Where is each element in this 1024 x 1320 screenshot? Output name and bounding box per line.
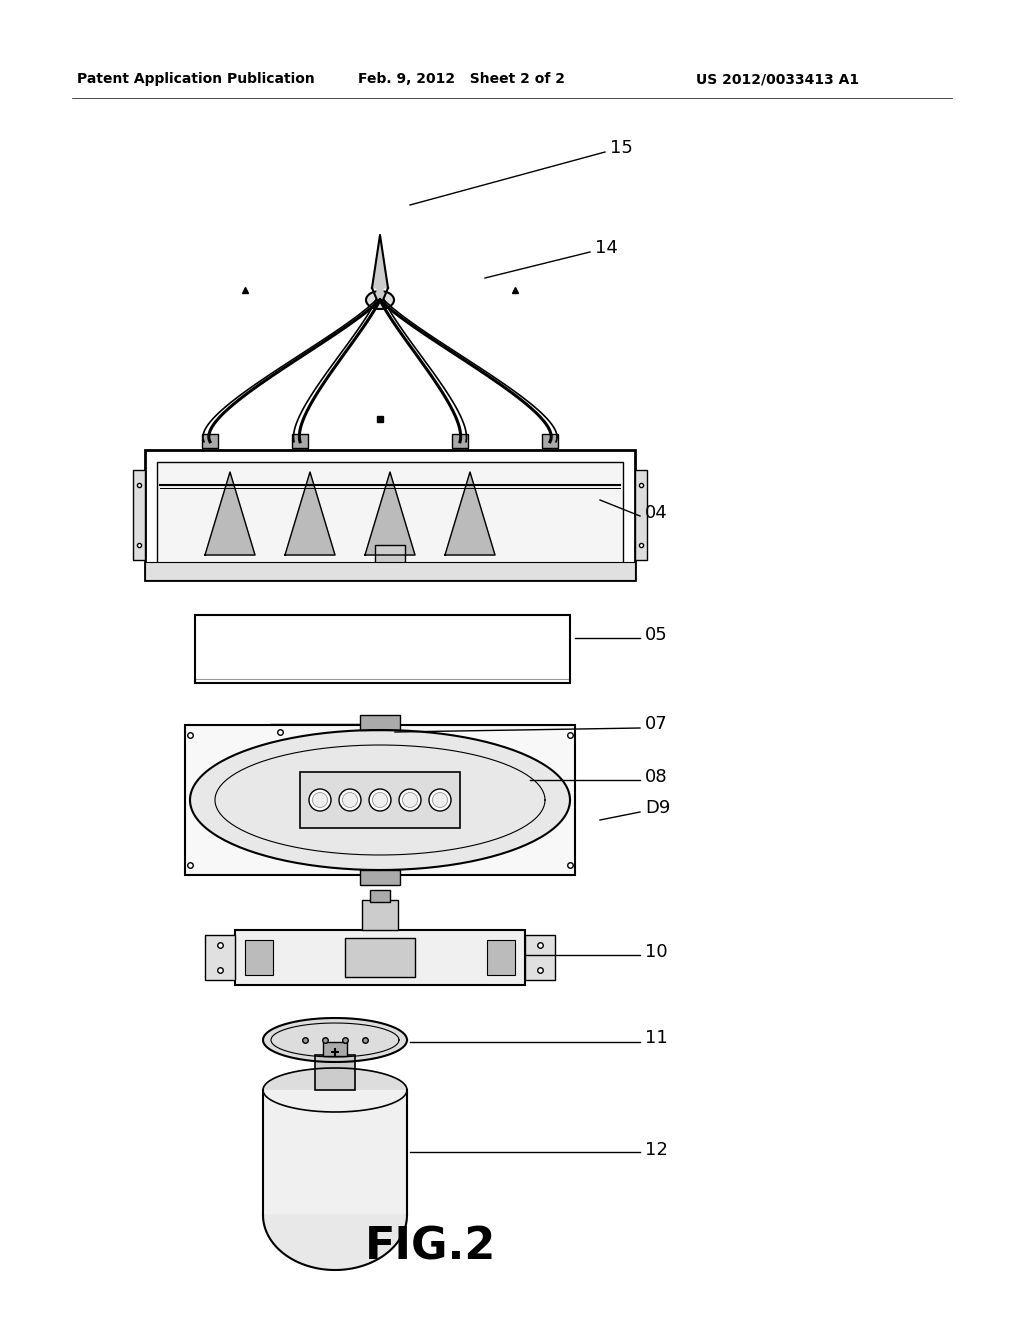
Bar: [202, 434, 218, 447]
Bar: [345, 939, 415, 977]
Bar: [635, 470, 647, 560]
Text: 15: 15: [610, 139, 633, 157]
Text: Feb. 9, 2012   Sheet 2 of 2: Feb. 9, 2012 Sheet 2 of 2: [358, 73, 565, 86]
Bar: [323, 1041, 347, 1056]
Bar: [370, 890, 390, 902]
Text: 05: 05: [645, 626, 668, 644]
Bar: [452, 434, 468, 447]
Bar: [542, 434, 558, 447]
Bar: [157, 462, 623, 564]
Bar: [375, 545, 406, 564]
Polygon shape: [445, 473, 495, 554]
Ellipse shape: [366, 290, 394, 309]
Text: 04: 04: [645, 504, 668, 521]
Ellipse shape: [429, 789, 451, 810]
Text: 08: 08: [645, 768, 668, 785]
Bar: [195, 615, 570, 682]
Ellipse shape: [399, 789, 421, 810]
Bar: [234, 931, 525, 985]
Text: 12: 12: [645, 1140, 668, 1159]
Ellipse shape: [339, 789, 361, 810]
Ellipse shape: [309, 789, 331, 810]
Bar: [205, 935, 234, 979]
Polygon shape: [365, 473, 415, 554]
Text: FIG.2: FIG.2: [365, 1226, 496, 1269]
Bar: [145, 562, 635, 579]
Ellipse shape: [342, 792, 357, 808]
Polygon shape: [285, 473, 335, 554]
Bar: [300, 772, 460, 828]
Ellipse shape: [402, 792, 418, 808]
Bar: [362, 900, 398, 931]
Text: 14: 14: [595, 239, 617, 257]
Polygon shape: [372, 235, 388, 300]
Bar: [360, 715, 400, 730]
Bar: [487, 940, 515, 975]
Polygon shape: [205, 473, 255, 554]
Bar: [245, 940, 273, 975]
Ellipse shape: [312, 792, 328, 808]
Polygon shape: [263, 1214, 407, 1270]
Ellipse shape: [369, 789, 391, 810]
Bar: [133, 470, 145, 560]
Text: Patent Application Publication: Patent Application Publication: [77, 73, 314, 86]
Bar: [270, 723, 390, 741]
Bar: [185, 725, 575, 875]
Bar: [145, 450, 635, 579]
Ellipse shape: [432, 792, 447, 808]
Bar: [360, 870, 400, 884]
Bar: [315, 1055, 355, 1090]
Polygon shape: [263, 1068, 407, 1111]
Text: US 2012/0033413 A1: US 2012/0033413 A1: [696, 73, 859, 86]
Polygon shape: [263, 1090, 407, 1214]
Ellipse shape: [373, 792, 387, 808]
Bar: [525, 935, 555, 979]
Bar: [292, 434, 308, 447]
Polygon shape: [263, 1018, 407, 1063]
Text: 07: 07: [645, 715, 668, 733]
Text: 11: 11: [645, 1030, 668, 1047]
Text: D9: D9: [645, 799, 671, 817]
Polygon shape: [190, 730, 570, 870]
Text: 10: 10: [645, 942, 668, 961]
